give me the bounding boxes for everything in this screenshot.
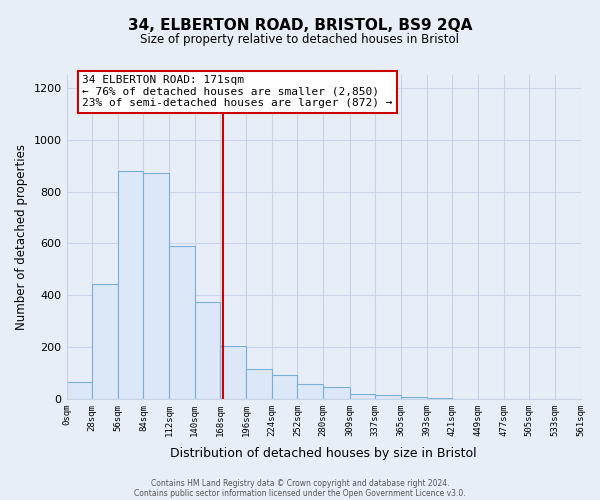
Bar	[220, 346, 246, 399]
Text: 34, ELBERTON ROAD, BRISTOL, BS9 2QA: 34, ELBERTON ROAD, BRISTOL, BS9 2QA	[128, 18, 472, 32]
Bar	[67, 382, 92, 399]
Bar	[323, 387, 350, 399]
Text: Contains HM Land Registry data © Crown copyright and database right 2024.: Contains HM Land Registry data © Crown c…	[151, 478, 449, 488]
Text: Size of property relative to detached houses in Bristol: Size of property relative to detached ho…	[140, 32, 460, 46]
Bar	[169, 246, 195, 399]
Bar	[143, 174, 169, 399]
Bar	[375, 395, 401, 399]
Y-axis label: Number of detached properties: Number of detached properties	[15, 144, 28, 330]
Bar	[427, 398, 452, 399]
Bar	[92, 284, 118, 399]
Text: 34 ELBERTON ROAD: 171sqm
← 76% of detached houses are smaller (2,850)
23% of sem: 34 ELBERTON ROAD: 171sqm ← 76% of detach…	[82, 75, 392, 108]
Bar	[401, 398, 427, 399]
X-axis label: Distribution of detached houses by size in Bristol: Distribution of detached houses by size …	[170, 447, 477, 460]
Bar	[246, 369, 272, 399]
Text: Contains public sector information licensed under the Open Government Licence v3: Contains public sector information licen…	[134, 488, 466, 498]
Bar	[298, 384, 323, 399]
Bar	[118, 171, 143, 399]
Bar	[350, 394, 375, 399]
Bar	[272, 376, 298, 399]
Bar	[195, 302, 220, 399]
